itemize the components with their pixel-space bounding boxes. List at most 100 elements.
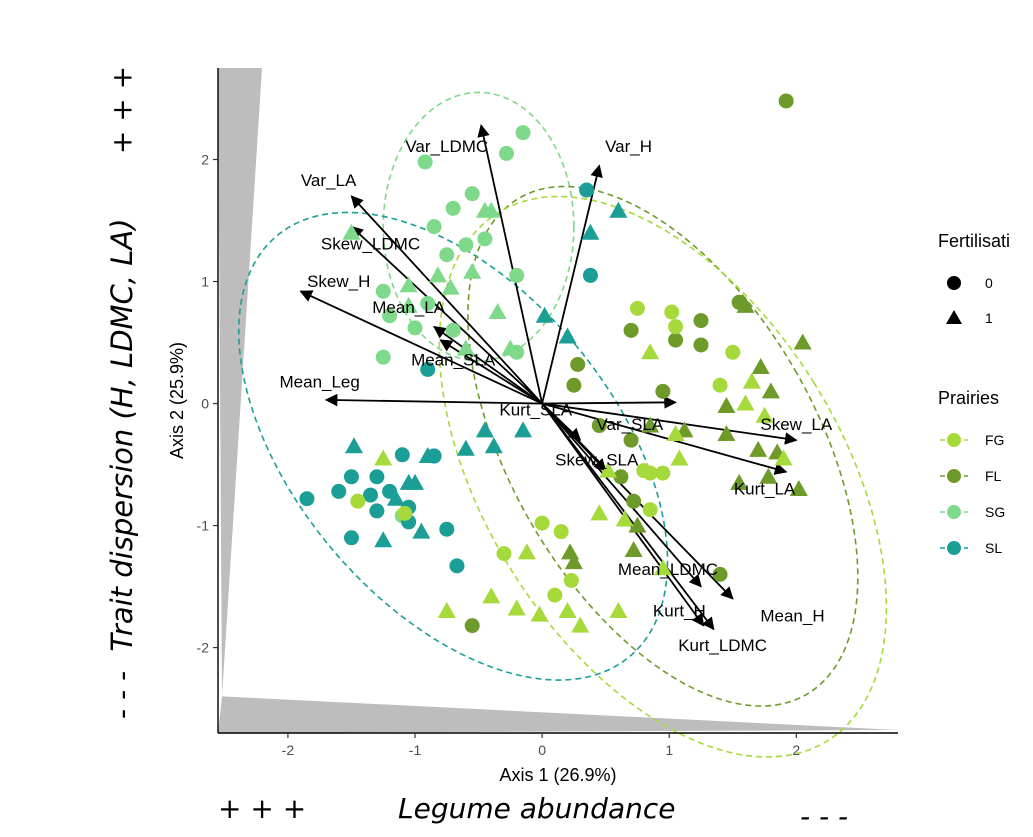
point-SL-triangle	[581, 223, 600, 240]
point-FL-circle	[778, 93, 794, 109]
gradient-wedge-bottom	[218, 696, 898, 733]
point-SG-circle	[439, 247, 455, 263]
legume-gradient-right-signs: - - -	[800, 800, 849, 833]
vector-Kurt_SLA	[542, 396, 677, 409]
point-FG-triangle	[615, 510, 634, 527]
vector-label: Kurt_LDMC	[678, 636, 767, 655]
point-FL-triangle	[749, 440, 768, 457]
sample-points	[299, 93, 812, 634]
vector-label: Var_LDMC	[405, 137, 488, 156]
point-SG-circle	[417, 154, 433, 170]
point-FG-triangle	[558, 601, 577, 618]
point-SG-circle	[458, 237, 474, 253]
point-SL-triangle	[558, 327, 577, 344]
legend-triangle-marker	[946, 310, 962, 324]
point-FL-triangle	[628, 516, 647, 533]
legend-prairies-label: SG	[985, 504, 1005, 520]
vector-Mean_LDMC	[541, 402, 702, 588]
vector-Skew_LA	[541, 402, 798, 445]
point-FG-circle	[547, 587, 563, 603]
point-SL-circle	[331, 483, 347, 499]
point-FL-circle	[623, 322, 639, 338]
point-FG-triangle	[482, 587, 501, 604]
vector-Skew_H	[299, 290, 543, 405]
point-FG-circle	[563, 572, 579, 588]
gradient-wedge-left	[218, 68, 262, 697]
point-FG-circle	[350, 493, 366, 509]
legend-prairies-title: Prairies	[938, 388, 999, 408]
point-FL-triangle	[641, 416, 660, 433]
point-FG-circle	[712, 377, 728, 393]
vector-label: Mean_LDMC	[618, 560, 718, 579]
point-FG-triangle	[666, 425, 685, 442]
trait-dispersion-label: Trait dispersion (H, LDMC, LA)	[105, 218, 139, 652]
point-SG-circle	[464, 186, 480, 202]
point-FL-triangle	[564, 553, 583, 570]
point-FL-triangle	[717, 425, 736, 442]
legend-prairies-label: SL	[985, 540, 1002, 556]
legend-dot-SG	[947, 505, 961, 519]
point-FG-triangle	[530, 605, 549, 622]
vector-Var_LA	[350, 195, 543, 405]
point-FL-circle	[668, 332, 684, 348]
y-tick-label: 1	[201, 274, 209, 290]
point-FG-circle	[668, 319, 684, 335]
legend-prairies-label: FG	[985, 432, 1004, 448]
point-SG-triangle	[463, 262, 482, 279]
vector-label: Kurt_SLA	[499, 400, 572, 419]
point-SG-circle	[375, 283, 391, 299]
point-FL-triangle	[717, 396, 736, 413]
vector-label: Var_LA	[301, 171, 357, 190]
trait-dispersion-bottom-signs: - - -	[105, 670, 139, 720]
point-FG-triangle	[742, 372, 761, 389]
point-SG-triangle	[488, 303, 507, 320]
point-FL-triangle	[761, 382, 780, 399]
point-SG-triangle	[441, 278, 460, 295]
vector-Skew_LDMC	[350, 225, 543, 405]
legend: Fertilisati 0 1 Prairies FG FL SG SL	[938, 231, 1010, 556]
point-SG-circle	[407, 320, 423, 336]
point-SG-circle	[515, 125, 531, 141]
vector-label: Mean_LA	[372, 298, 445, 317]
point-SL-triangle	[345, 437, 363, 454]
point-FG-circle	[629, 300, 645, 316]
point-SG-circle	[426, 219, 442, 235]
y-axis-title: Axis 2 (25.9%)	[167, 342, 187, 459]
vector-label: Mean_H	[760, 607, 824, 626]
point-SL-circle	[439, 521, 455, 537]
y-tick-label: 0	[201, 396, 209, 412]
vector-labels: Var_LDMC Var_HVar_LASkew_LDMCSkew_HMean_L…	[280, 137, 833, 655]
point-SL-triangle	[374, 531, 393, 548]
point-FL-circle	[693, 337, 709, 353]
point-FG-triangle	[609, 601, 628, 618]
point-SG-circle	[375, 349, 391, 365]
point-SL-triangle	[484, 437, 503, 454]
point-FL-triangle	[561, 543, 580, 560]
point-SG-triangle	[342, 223, 361, 240]
vector-label: Var_H	[605, 137, 652, 156]
point-FG-triangle	[437, 601, 456, 618]
point-SL-circle	[369, 503, 385, 519]
vector-label: Kurt_LA	[734, 480, 796, 499]
point-FG-circle	[642, 502, 658, 518]
point-FL-triangle	[759, 467, 778, 484]
point-FG-circle	[397, 505, 413, 521]
point-FL-triangle	[736, 296, 755, 313]
point-SL-triangle	[475, 421, 494, 438]
point-FL-circle	[712, 566, 728, 582]
point-FG-circle	[534, 515, 550, 531]
vector-label: Mean_SLA	[411, 350, 496, 369]
point-SL-triangle	[386, 489, 405, 506]
point-FG-triangle	[736, 394, 755, 411]
point-SL-circle	[394, 447, 410, 463]
point-SL-circle	[343, 469, 359, 485]
trait-vectors	[299, 124, 798, 631]
x-tick-label: -2	[282, 742, 295, 758]
point-FL-triangle	[789, 479, 808, 496]
legend-fertilisation-label: 1	[985, 310, 993, 326]
gradient-wedges	[218, 68, 898, 733]
legume-abundance-label: Legume abundance	[398, 792, 676, 825]
point-SL-triangle	[609, 201, 628, 218]
point-FG-triangle	[641, 343, 660, 360]
point-SG-circle	[499, 145, 515, 161]
